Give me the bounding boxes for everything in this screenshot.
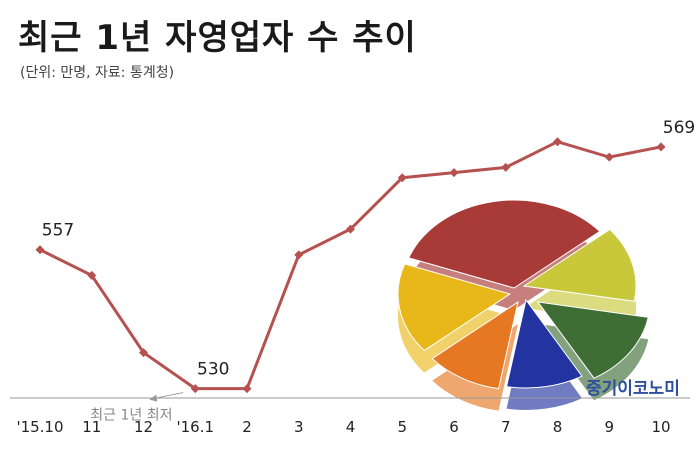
pie-slice — [505, 298, 583, 389]
data-point — [346, 224, 355, 234]
pie-slice — [397, 263, 512, 352]
pie-slice — [431, 300, 519, 390]
x-tick-label: 3 — [294, 418, 304, 436]
data-point — [656, 142, 666, 152]
annotation-text: 최근 1년 최저 — [90, 408, 172, 424]
x-tick-label: 12 — [134, 418, 153, 436]
annotation-arrow — [153, 392, 184, 400]
data-point — [35, 245, 45, 255]
x-tick-label: 10 — [651, 418, 670, 436]
x-tick-label: 4 — [346, 418, 356, 436]
x-tick-label: 6 — [449, 418, 459, 436]
data-label: 530 — [197, 360, 229, 380]
data-label: 569 — [663, 118, 695, 138]
data-point — [604, 152, 614, 162]
x-tick-label: 9 — [604, 418, 614, 436]
pie-illustration — [397, 199, 649, 411]
pie-slice — [408, 199, 601, 289]
annotation-arrowhead — [149, 394, 158, 402]
data-point — [501, 162, 511, 172]
data-point — [242, 384, 252, 394]
data-point — [190, 384, 200, 394]
pie-slice — [522, 228, 637, 302]
x-tick-label: '15.10 — [16, 418, 63, 436]
brand-logo: 중기이코노미 — [586, 379, 680, 399]
pie-slice — [536, 301, 649, 379]
data-point — [87, 270, 97, 280]
data-point — [139, 348, 148, 358]
x-tick-label: '16.1 — [176, 418, 214, 436]
x-tick-label: 5 — [397, 418, 407, 436]
x-tick-label: 8 — [553, 418, 563, 436]
chart-title: 최근 1년 자영업자 수 추이 — [18, 18, 417, 58]
data-point — [449, 168, 459, 178]
data-point — [397, 173, 407, 183]
data-point — [294, 250, 304, 260]
data-point — [553, 137, 562, 147]
data-label: 557 — [42, 221, 74, 241]
x-tick-label: 2 — [242, 418, 252, 436]
x-tick-label: 7 — [501, 418, 511, 436]
chart-subtitle: (단위: 만명, 자료: 통계청) — [20, 65, 175, 81]
x-tick-label: 11 — [82, 418, 101, 436]
